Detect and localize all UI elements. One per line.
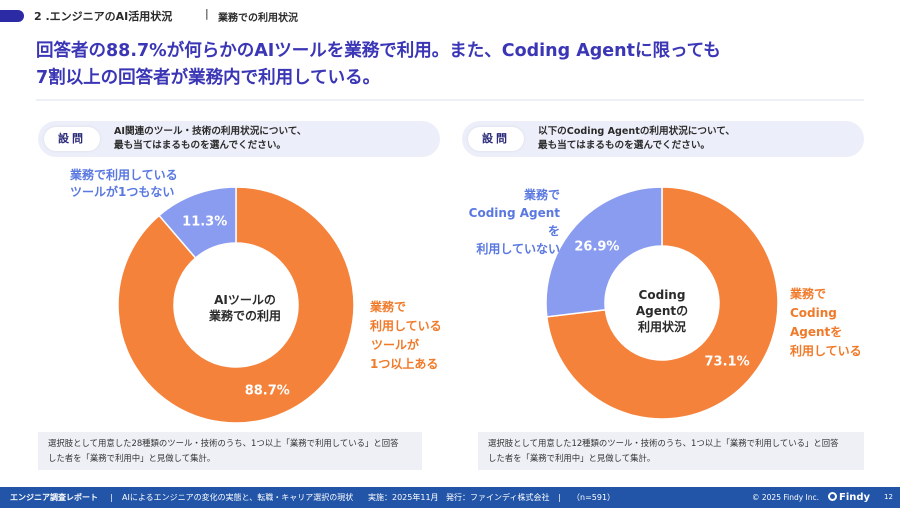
- question-label-left: 設問: [44, 127, 100, 151]
- donut-center-right: Coding Agentの 利用状況: [622, 287, 702, 335]
- findy-logo-icon: [828, 492, 837, 501]
- blue-label-line: 業務で: [523, 188, 560, 202]
- footer-brand: Findy: [828, 487, 870, 508]
- question-line-2: 最も当てはまるものを選んでください。: [114, 140, 287, 151]
- blue-label-line: 業務で利用している: [70, 168, 178, 182]
- donut-slice-label: 26.9%: [574, 239, 619, 254]
- note-line-1: 選択肢として用意した12種類のツール・技術のうち、1つ以上「業務で利用している」…: [488, 438, 839, 448]
- headline-line-2: 7割以上の回答者が業務内で利用している。: [36, 68, 381, 88]
- orange-label-line: 1つ以上ある: [370, 357, 439, 371]
- donut-chart-left: 88.7% 11.3%: [117, 186, 355, 424]
- center-line: 業務での利用: [208, 309, 281, 323]
- orange-label-line: 業務で: [790, 287, 827, 301]
- section-marker: [0, 10, 24, 22]
- divider: [36, 99, 864, 101]
- footer-separator: |: [558, 493, 561, 502]
- donut-slice: [545, 186, 779, 420]
- headline-line-1: 回答者の88.7%が何らかのAIツールを業務で利用。また、Coding Agen…: [36, 41, 721, 61]
- question-box-right: [462, 121, 864, 157]
- center-line: AIツールの: [214, 293, 276, 307]
- blue-label-left: 業務で利用している ツールが1つもない: [70, 167, 178, 201]
- question-text-left: AI関連のツール・技術の利用状況について、 最も当てはまるものを選んでください。: [114, 125, 434, 153]
- blue-label-right: 業務で Coding Agentを 利用していない: [462, 186, 560, 258]
- donut-slice: [158, 186, 237, 260]
- donut-slice: [117, 186, 355, 424]
- note-line-2: した者を「業務で利用中」と見做して集計。: [488, 453, 656, 463]
- footer: エンジニア調査レポート | AIによるエンジニアの変化の実態と、転職・キャリア選…: [0, 487, 900, 508]
- blue-label-line: ツールが1つもない: [70, 185, 175, 199]
- donut-slice-label: 88.7%: [245, 383, 290, 398]
- blue-label-line: Coding Agentを: [468, 206, 560, 238]
- section-subtitle: 業務での利用状況: [218, 13, 298, 24]
- center-line: 利用状況: [637, 320, 686, 334]
- orange-label-line: 利用している: [370, 319, 442, 333]
- orange-label-line: Agentを: [790, 325, 843, 339]
- footer-date: 実施：2025年11月: [368, 493, 439, 502]
- orange-label-left: 業務で 利用している ツールが 1つ以上ある: [370, 298, 442, 374]
- note-line-1: 選択肢として用意した28種類のツール・技術のうち、1つ以上「業務で利用している」…: [48, 438, 399, 448]
- footer-description: AIによるエンジニアの変化の実態と、転職・キャリア選択の現状: [122, 493, 354, 502]
- footer-publisher: 発行：ファインディ株式会社: [446, 493, 550, 502]
- header-separator: |: [205, 7, 209, 20]
- question-label-right: 設問: [468, 127, 524, 151]
- footer-sample-size: （n=591）: [572, 493, 616, 502]
- note-left: 選択肢として用意した28種類のツール・技術のうち、1つ以上「業務で利用している」…: [38, 432, 422, 470]
- donut-slice-label: 11.3%: [182, 215, 227, 230]
- note-line-2: した者を「業務で利用中」と見做して集計。: [48, 453, 216, 463]
- section-title: 2 .エンジニアのAI活用状況: [34, 10, 173, 23]
- headline: 回答者の88.7%が何らかのAIツールを業務で利用。また、Coding Agen…: [36, 38, 866, 92]
- donut-center-left: AIツールの 業務での利用: [186, 292, 304, 324]
- footer-separator: |: [110, 493, 113, 502]
- blue-label-line: 利用していない: [476, 242, 560, 256]
- orange-label-line: ツールが: [371, 338, 420, 352]
- orange-label-right: 業務で Coding Agentを 利用している: [790, 285, 862, 361]
- donut-chart-right: 73.1% 26.9%: [545, 186, 779, 420]
- question-line-2: 最も当てはまるものを選んでください。: [538, 140, 711, 151]
- orange-label-line: 業務で: [370, 300, 407, 314]
- donut-slice: [545, 186, 663, 318]
- note-right: 選択肢として用意した12種類のツール・技術のうち、1つ以上「業務で利用している」…: [478, 432, 864, 470]
- center-line: Coding: [638, 288, 686, 302]
- orange-label-line: Coding: [790, 306, 837, 320]
- footer-copyright: © 2025 Findy Inc.: [752, 493, 820, 502]
- question-text-right: 以下のCoding Agentの利用状況について、 最も当てはまるものを選んでく…: [538, 125, 858, 153]
- footer-brand-name: Findy: [839, 492, 871, 503]
- question-line-1: 以下のCoding Agentの利用状況について、: [538, 126, 735, 137]
- footer-page-number: 12: [884, 493, 893, 501]
- donut-slice-label: 73.1%: [705, 355, 750, 370]
- question-line-1: AI関連のツール・技術の利用状況について、: [114, 126, 307, 137]
- footer-report-title: エンジニア調査レポート: [10, 493, 98, 502]
- center-line: Agentの: [635, 304, 689, 318]
- orange-label-line: 利用している: [790, 344, 862, 358]
- question-box-left: [38, 121, 440, 157]
